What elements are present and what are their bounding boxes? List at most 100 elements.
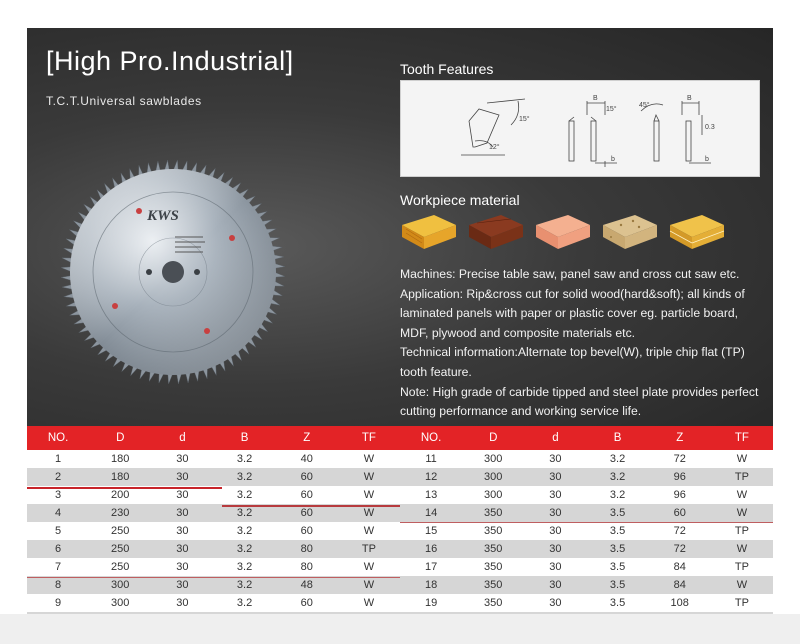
- table-cell: 7: [27, 558, 90, 576]
- angle-label: 15°: [606, 105, 617, 113]
- table-cell: 30: [524, 558, 587, 576]
- table-cell: 180: [89, 468, 152, 486]
- table-cell: 84: [648, 576, 711, 594]
- table-cell: W: [337, 486, 400, 504]
- table-cell: 250: [89, 540, 152, 558]
- table-row: 17 350 30 3.5 84 TP: [400, 558, 773, 576]
- table-cell: 5: [27, 522, 90, 540]
- product-description: Machines: Precise table saw, panel saw a…: [400, 265, 766, 422]
- table-cell: 30: [151, 504, 214, 522]
- table-cell: W: [710, 540, 773, 558]
- table-cell: 18: [400, 576, 463, 594]
- table-cell: 30: [151, 558, 214, 576]
- column-header: TF: [710, 426, 773, 450]
- table-cell: TP: [710, 468, 773, 486]
- table-cell: 350: [462, 558, 525, 576]
- table-cell: 3.2: [213, 540, 276, 558]
- table-cell: 80: [275, 540, 338, 558]
- table-cell: 48: [275, 576, 338, 594]
- table-cell: 180: [89, 450, 152, 468]
- table-cell: 6: [27, 540, 90, 558]
- table-cell: 30: [151, 576, 214, 594]
- table-cell: 72: [648, 450, 711, 468]
- page-footer-band: [0, 614, 800, 644]
- table-row: 3 200 30 3.2 60 W: [27, 486, 400, 504]
- tooth-features-diagram: 15° 12° B b 15° 45° B b 0.3: [400, 80, 760, 177]
- table-cell: 3: [27, 486, 90, 504]
- angle-label: 12°: [489, 143, 500, 151]
- table-cell: 40: [275, 450, 338, 468]
- table-row: 19 350 30 3.5 108 TP: [400, 594, 773, 612]
- table-row: 13 300 30 3.2 96 W: [400, 486, 773, 504]
- product-banner: [High Pro.Industrial] T.C.T.Universal sa…: [27, 28, 773, 426]
- row-divider: [222, 505, 400, 507]
- table-row: 15 350 30 3.5 72 TP: [400, 522, 773, 540]
- table-cell: 3.2: [213, 594, 276, 612]
- column-header: B: [586, 426, 649, 450]
- plywood-icon: [668, 211, 725, 251]
- table-cell: 3.5: [586, 522, 649, 540]
- row-divider: [27, 487, 222, 489]
- table-cell: 250: [89, 522, 152, 540]
- table-cell: 30: [151, 540, 214, 558]
- row-divider: [400, 522, 773, 523]
- table-cell: 300: [462, 450, 525, 468]
- table-cell: 30: [524, 468, 587, 486]
- table-cell: 300: [462, 468, 525, 486]
- table-cell: 84: [648, 558, 711, 576]
- table-cell: 3.2: [213, 522, 276, 540]
- dark-wood-icon: [467, 211, 524, 251]
- column-header: TF: [337, 426, 400, 450]
- table-cell: W: [337, 504, 400, 522]
- table-cell: W: [337, 558, 400, 576]
- technical-info-text: Technical information:Alternate top beve…: [400, 345, 745, 379]
- table-cell: 4: [27, 504, 90, 522]
- table-cell: W: [710, 450, 773, 468]
- column-header: B: [213, 426, 276, 450]
- table-row: 18 350 30 3.5 84 W: [400, 576, 773, 594]
- table-cell: W: [337, 450, 400, 468]
- table-cell: 72: [648, 522, 711, 540]
- table-cell: TP: [710, 594, 773, 612]
- table-cell: 30: [151, 522, 214, 540]
- column-header: Z: [275, 426, 338, 450]
- solid-wood-icon: [400, 211, 457, 251]
- table-cell: 350: [462, 522, 525, 540]
- table-cell: 3.2: [213, 450, 276, 468]
- table-cell: 30: [524, 504, 587, 522]
- table-cell: 60: [648, 504, 711, 522]
- table-cell: 2: [27, 468, 90, 486]
- column-header: Z: [648, 426, 711, 450]
- table-cell: 1: [27, 450, 90, 468]
- workpiece-icons: [400, 211, 760, 251]
- table-cell: 9: [27, 594, 90, 612]
- product-sheet: [High Pro.Industrial] T.C.T.Universal sa…: [27, 28, 773, 644]
- table-cell: 350: [462, 576, 525, 594]
- table-cell: TP: [710, 558, 773, 576]
- width-label: b: [611, 156, 615, 163]
- note-text: Note: High grade of carbide tipped and s…: [400, 384, 759, 419]
- table-cell: W: [710, 504, 773, 522]
- table-cell: 300: [89, 594, 152, 612]
- page-subtitle: T.C.T.Universal sawblades: [46, 94, 202, 108]
- column-header: D: [462, 426, 525, 450]
- table-cell: 3.2: [213, 468, 276, 486]
- width-label: B: [593, 95, 598, 102]
- table-cell: 30: [524, 522, 587, 540]
- table-cell: 60: [275, 522, 338, 540]
- width-label: b: [705, 156, 709, 163]
- table-row: 16 350 30 3.5 72 W: [400, 540, 773, 558]
- column-header: d: [151, 426, 214, 450]
- table-row: 1 180 30 3.2 40 W: [27, 450, 400, 468]
- table-row: 4 230 30 3.2 60 W: [27, 504, 400, 522]
- table-cell: 3.5: [586, 594, 649, 612]
- laminate-panel-icon: [534, 211, 591, 251]
- angle-label: 45°: [639, 101, 650, 109]
- table-cell: 12: [400, 468, 463, 486]
- table-cell: 30: [151, 486, 214, 504]
- table-row: 6 250 30 3.2 80 TP: [27, 540, 400, 558]
- angle-label: 15°: [519, 115, 530, 123]
- table-cell: 60: [275, 468, 338, 486]
